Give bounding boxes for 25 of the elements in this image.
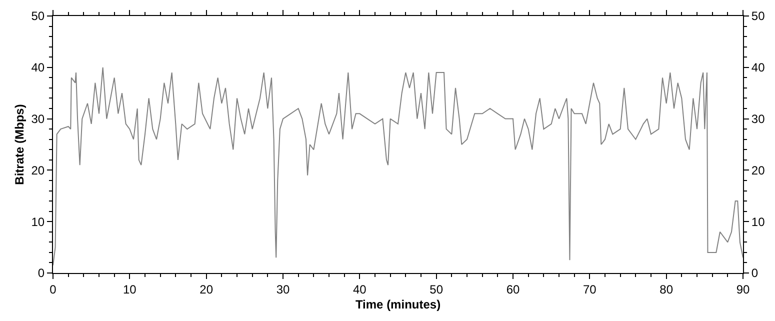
x-axis-title: Time (minutes) — [355, 297, 441, 312]
y-tick-label: 40 — [31, 60, 45, 75]
x-tick-label: 50 — [430, 282, 444, 296]
y-tick-label: 10 — [31, 214, 45, 229]
x-tick-label: 80 — [660, 282, 674, 296]
x-tick-label: 70 — [582, 282, 597, 296]
y-tick-label: 50 — [31, 9, 45, 24]
y2-tick-label: 10 — [751, 214, 766, 229]
x-tick-label: 90 — [736, 282, 750, 296]
x-tick-label: 40 — [352, 282, 367, 296]
y2-tick-label: 20 — [751, 163, 766, 178]
y2-tick-label: 50 — [751, 9, 766, 24]
y-tick-label: 30 — [31, 112, 45, 126]
x-tick-label: 10 — [122, 282, 137, 296]
y2-tick-label: 40 — [751, 60, 766, 75]
y-axis-title: Bitrate (Mbps) — [12, 104, 27, 185]
y-tick-label: 0 — [38, 266, 45, 280]
x-tick-label: 60 — [506, 282, 520, 296]
y-tick-label: 20 — [31, 163, 45, 178]
y2-tick-label: 0 — [751, 266, 758, 280]
x-tick-label: 0 — [50, 282, 57, 296]
x-tick-label: 20 — [200, 282, 214, 296]
y2-tick-label: 30 — [751, 112, 766, 126]
x-tick-label: 30 — [276, 282, 290, 296]
line-series — [53, 66, 743, 266]
